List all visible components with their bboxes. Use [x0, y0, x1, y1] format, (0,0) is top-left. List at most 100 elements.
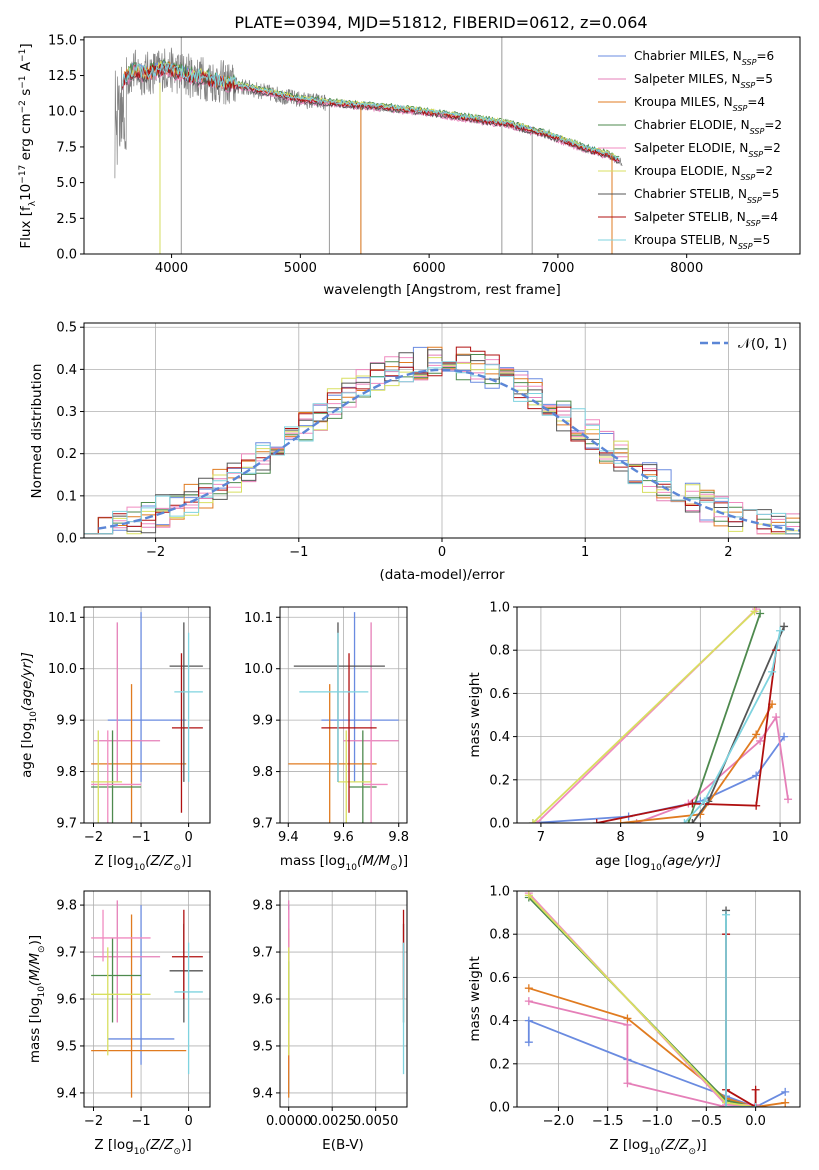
mass-xlabel-part: (M/M: [357, 853, 390, 869]
y-tick-label: 10.0: [48, 662, 77, 677]
age-vs-mass-point-5: [337, 730, 372, 823]
weight-vs-z-xlabel-part: (Z/Z: [660, 1137, 689, 1153]
weight-vs-age-marker: [756, 736, 765, 745]
spectrum-ylabel-part: −1: [18, 49, 28, 62]
residuals: −2 −1 0 1 2 0.0 0.1 0.2 0.3 0.4 0.5 𝒩(0, 1) (data-mo…: [29, 321, 801, 583]
mass-xlabel-part: mass [log: [280, 853, 346, 869]
x-tick-label: 7: [537, 830, 545, 845]
x-tick-label: 0: [184, 830, 192, 845]
legend-label-part: Kroupa ELODIE, N: [634, 164, 741, 178]
spectrum-ylabel-part: A: [18, 61, 34, 75]
age-vs-z-point-4: [91, 730, 142, 823]
x-tick-label: 2: [724, 545, 732, 560]
z-xlabel-part: Z [log: [94, 1137, 133, 1153]
weight-vs-z-line-1: [528, 1000, 756, 1107]
legend-label-part: =2: [763, 141, 781, 155]
weight-vs-z-marker: [781, 1098, 790, 1107]
y-tick-label: 9.8: [252, 765, 273, 780]
weight-vs-age-marker: [756, 609, 765, 618]
weight-vs-z-marker: [722, 910, 731, 919]
mass-ylabel-part: )]: [27, 935, 43, 946]
y-tick-label: 9.4: [252, 1086, 273, 1101]
y-tick-label: 9.9: [252, 714, 273, 729]
y-tick-label: 0.1: [56, 489, 77, 504]
x-tick-label: −1.0: [641, 1114, 673, 1129]
y-tick-label: 0.6: [489, 687, 510, 702]
legend-label-part: =2: [755, 164, 773, 178]
x-tick-label: 10: [772, 830, 789, 845]
weight-vs-z-grid: [517, 890, 800, 1108]
legend-label-part: =2: [764, 118, 782, 132]
mass-xlabel-part: )]: [398, 853, 409, 869]
weight-vs-age-marker: [616, 819, 625, 823]
legend-label-0: Chabrier MILES, NSSP=6: [634, 49, 774, 67]
weight-vs-age-line-8: [683, 630, 781, 823]
weight-vs-z-ylabel: mass weight: [467, 956, 483, 1041]
weight-vs-z-xlabel: Z [log10(Z/Z⊙)]: [609, 1137, 706, 1157]
y-tick-label: 1.0: [489, 885, 510, 900]
legend-label-part: Chabrier STELIB, N: [634, 187, 747, 201]
y-tick-label: 2.5: [56, 212, 77, 227]
weight-vs-z-marker: [524, 984, 533, 993]
y-tick-label: 7.5: [56, 140, 77, 155]
age-vs-z-point-7: [171, 653, 203, 813]
spectrum-plot: [114, 37, 623, 254]
weight-vs-z: −2.0 −1.5 −1.0 −0.5 0.0 0.0 0.2 0.4 0.6 0.8 1.0 Z […: [467, 885, 801, 1157]
z-xlabel-part: 10: [134, 1147, 146, 1157]
residuals-ylabel: Normed distribution: [29, 364, 45, 499]
legend-label-part: Salpeter MILES, N: [634, 72, 741, 86]
weight-vs-age-marker: [700, 797, 709, 806]
mass-vs-z-frame: [83, 890, 211, 1108]
y-tick-label: 0.2: [489, 773, 510, 788]
weight-vs-age-marker: [772, 713, 781, 722]
y-tick-label: 0.0: [56, 248, 77, 263]
age-ylabel-part: (age/yr)]: [19, 652, 35, 711]
legend-label-part: SSP: [741, 173, 756, 182]
age-vs-mass-point-3: [349, 730, 377, 823]
mass-vs-z-point-7: [171, 909, 203, 999]
age-vs-z-point-3: [91, 730, 142, 823]
legend-label-part: =4: [747, 95, 765, 109]
z-xlabel-part: (Z/Z: [145, 1137, 174, 1153]
mass-vs-ebv-frame: [279, 890, 408, 1108]
age-vs-z-plot: [91, 612, 203, 823]
mass-xlabel-part: 10: [345, 863, 357, 873]
model-spectrum-8: [122, 63, 620, 161]
weight-vs-age-marker: [528, 819, 537, 823]
y-tick-label: 9.8: [56, 765, 77, 780]
mass-vs-z: −2 −1 09.49.59.69.79.8Z [log10(Z/Z⊙)]mass …: [27, 890, 211, 1157]
y-tick-label: 0.6: [489, 971, 510, 986]
weight-vs-z-xlabel-part: ⊙: [689, 1147, 697, 1157]
age-vs-z-point-0: [107, 612, 187, 782]
y-tick-label: 0.2: [56, 447, 77, 462]
y-tick-label: 0.5: [56, 321, 77, 336]
y-tick-label: 0.4: [56, 363, 77, 378]
mass-vs-ebv-grid: [280, 891, 407, 1107]
y-tick-label: 9.7: [252, 946, 273, 961]
mass-ylabel-part: (M/M: [27, 953, 43, 986]
weight-vs-z-marker: [524, 1016, 533, 1025]
y-tick-label: 0.8: [489, 644, 510, 659]
age-vs-z-point-2: [91, 684, 187, 823]
weight-vs-z-marker: [751, 1085, 760, 1094]
weight-vs-age-xlabel-part: age [log: [595, 853, 650, 869]
weight-vs-age-marker: [784, 795, 793, 804]
age-vs-z-point-1: [93, 622, 161, 782]
spectrum-ylabel-part: ]: [18, 43, 34, 48]
y-tick-label: 9.7: [56, 946, 77, 961]
age-vs-z-point-5: [91, 730, 123, 823]
weight-vs-z-xlabel-part: 10: [649, 1147, 661, 1157]
weight-vs-z-line-5: [528, 894, 756, 1107]
age-vs-mass-point-4: [362, 730, 388, 823]
y-tick-label: 0.0: [489, 1101, 510, 1116]
legend-label-part: =5: [753, 233, 771, 247]
x-tick-label: 0.0000: [266, 1114, 312, 1129]
weight-vs-age-marker: [776, 626, 785, 635]
z-xlabel: Z [log10(Z/Z⊙)]: [94, 853, 191, 873]
x-tick-label: 9.8: [388, 830, 409, 845]
legend-label-part: SSP: [741, 81, 756, 90]
x-tick-label: 0: [184, 1114, 192, 1129]
weight-vs-age-marker: [752, 801, 761, 810]
mass-vs-z-point-8: [174, 942, 203, 1075]
